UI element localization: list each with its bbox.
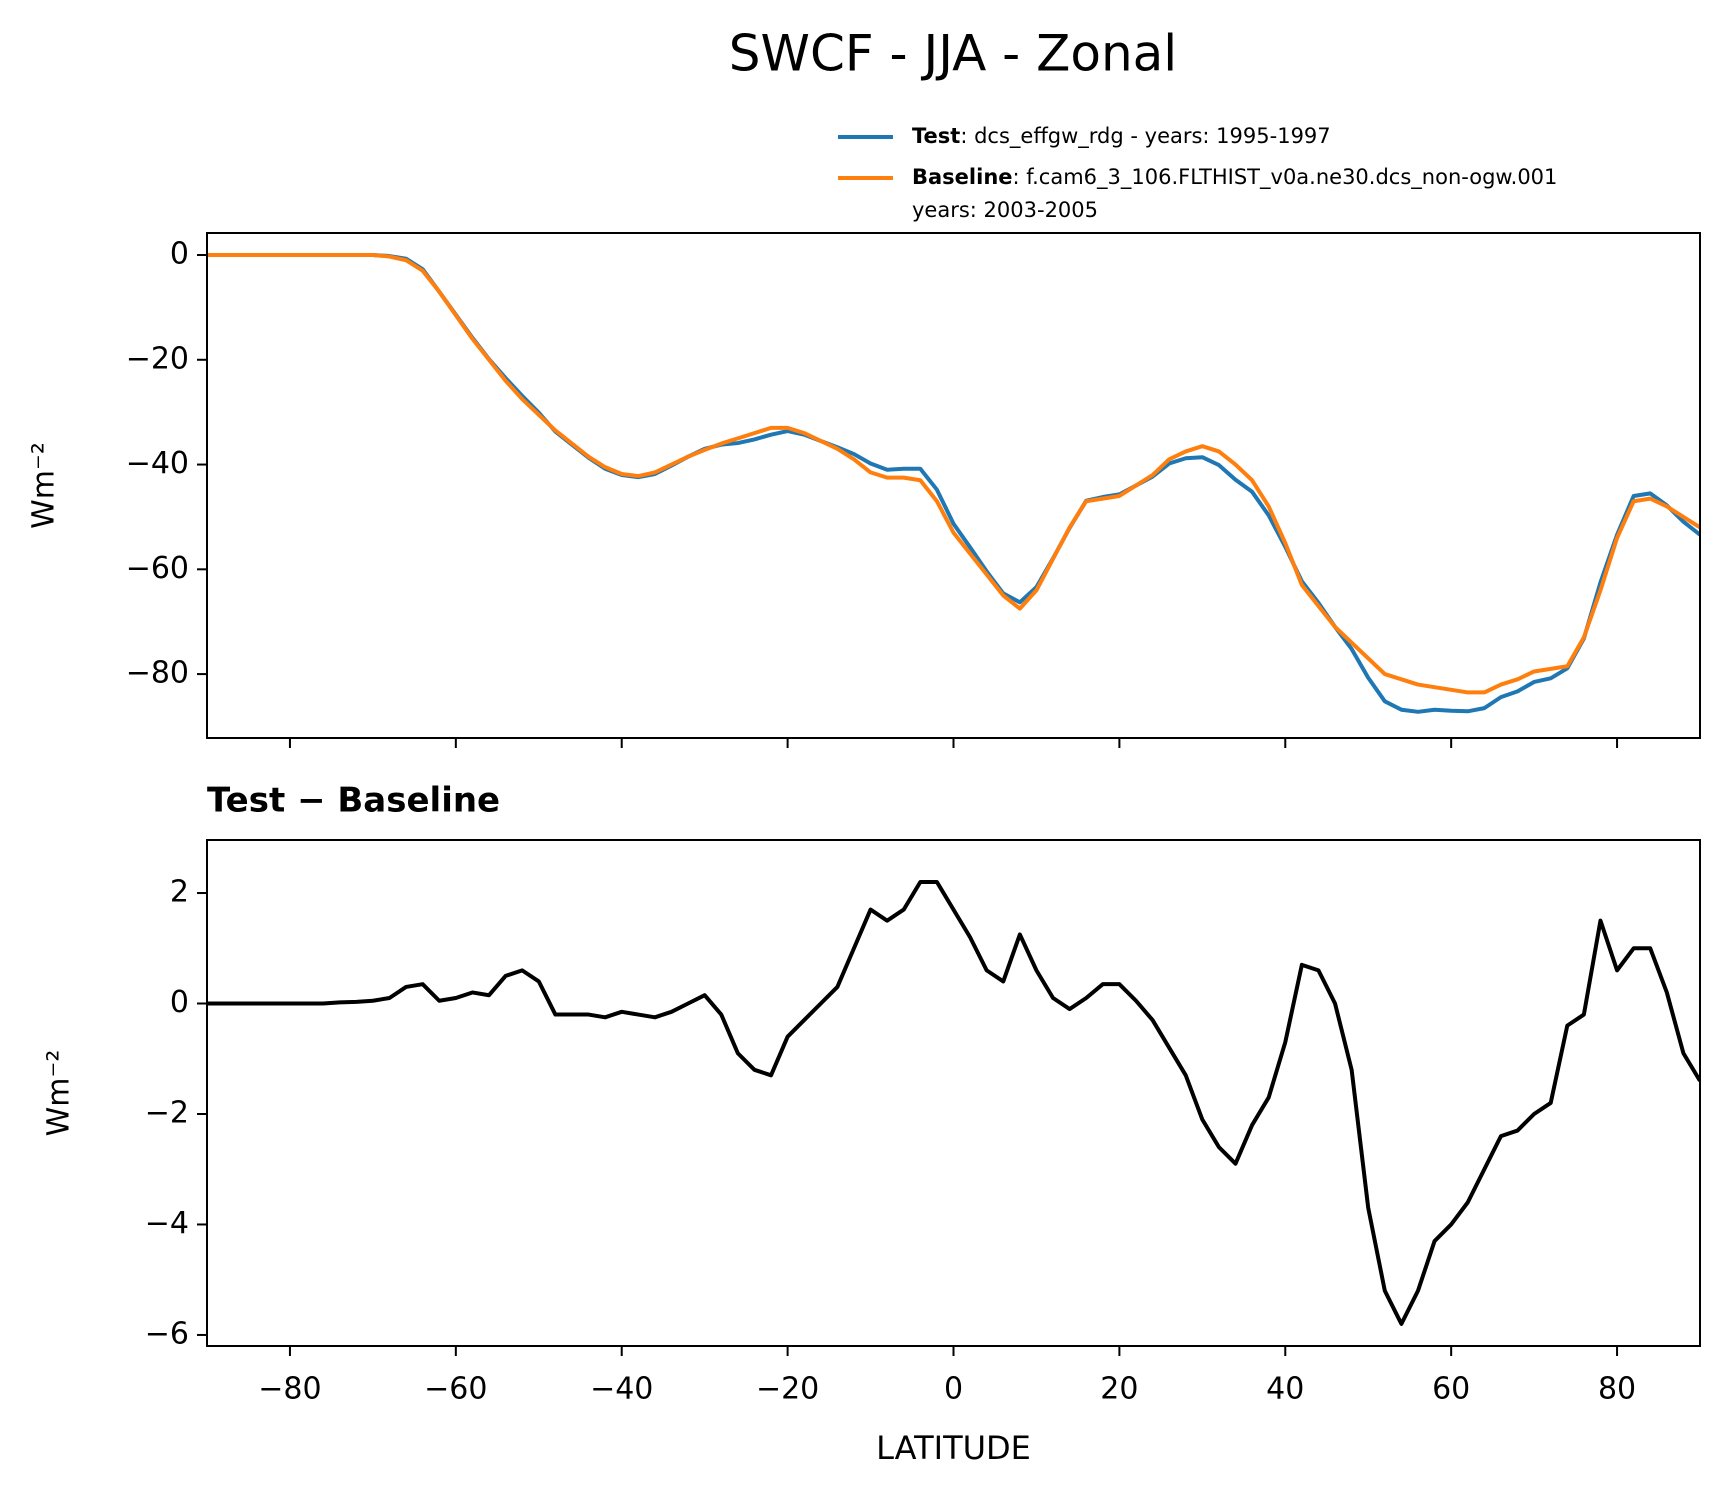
y-axis-label: Wm⁻² — [42, 1050, 77, 1137]
legend-label: Baseline: f.cam6_3_106.FLTHIST_v0a.ne30.… — [912, 165, 1557, 190]
x-tick-label: −60 — [424, 1372, 487, 1407]
y-tick-label: 0 — [170, 237, 189, 272]
x-tick-label: 20 — [1100, 1372, 1138, 1407]
legend-label: years: 2003-2005 — [912, 198, 1098, 222]
axes-frame — [206, 839, 1701, 1347]
y-tick-label: −2 — [145, 1095, 189, 1130]
x-tick-label: 80 — [1598, 1372, 1636, 1407]
legend-name: Baseline — [912, 165, 1013, 189]
figure-title: SWCF - JJA - Zonal — [729, 25, 1177, 83]
legend-label: Test: dcs_effgw_rdg - years: 1995-1997 — [912, 124, 1331, 149]
axes-frame — [206, 232, 1701, 739]
legend-description: : f.cam6_3_106.FLTHIST_v0a.ne30.dcs_non-… — [1013, 165, 1558, 190]
y-tick-label: −60 — [126, 551, 189, 586]
x-tick-label: −80 — [258, 1372, 321, 1407]
legend-description: : dcs_effgw_rdg - years: 1995-1997 — [960, 124, 1330, 149]
legend-name: Test — [912, 124, 960, 148]
y-tick-label: 2 — [170, 875, 189, 910]
y-tick-label: −40 — [126, 446, 189, 481]
x-tick-label: 40 — [1266, 1372, 1304, 1407]
y-tick-label: −6 — [145, 1316, 189, 1351]
x-tick-label: −20 — [756, 1372, 819, 1407]
y-tick-label: −80 — [126, 656, 189, 691]
y-tick-label: −4 — [145, 1206, 189, 1241]
y-axis-label: Wm⁻² — [27, 442, 62, 529]
data-line — [207, 253, 1700, 695]
y-tick-label: −20 — [126, 341, 189, 376]
x-tick-label: 0 — [944, 1372, 963, 1407]
x-tick-label: −40 — [590, 1372, 653, 1407]
legend-description: years: 2003-2005 — [912, 198, 1098, 222]
x-tick-label: 60 — [1432, 1372, 1470, 1407]
axes-title: Test − Baseline — [207, 781, 500, 821]
x-axis-label: LATITUDE — [876, 1429, 1031, 1467]
data-line — [207, 879, 1700, 1326]
y-tick-label: 0 — [170, 985, 189, 1020]
